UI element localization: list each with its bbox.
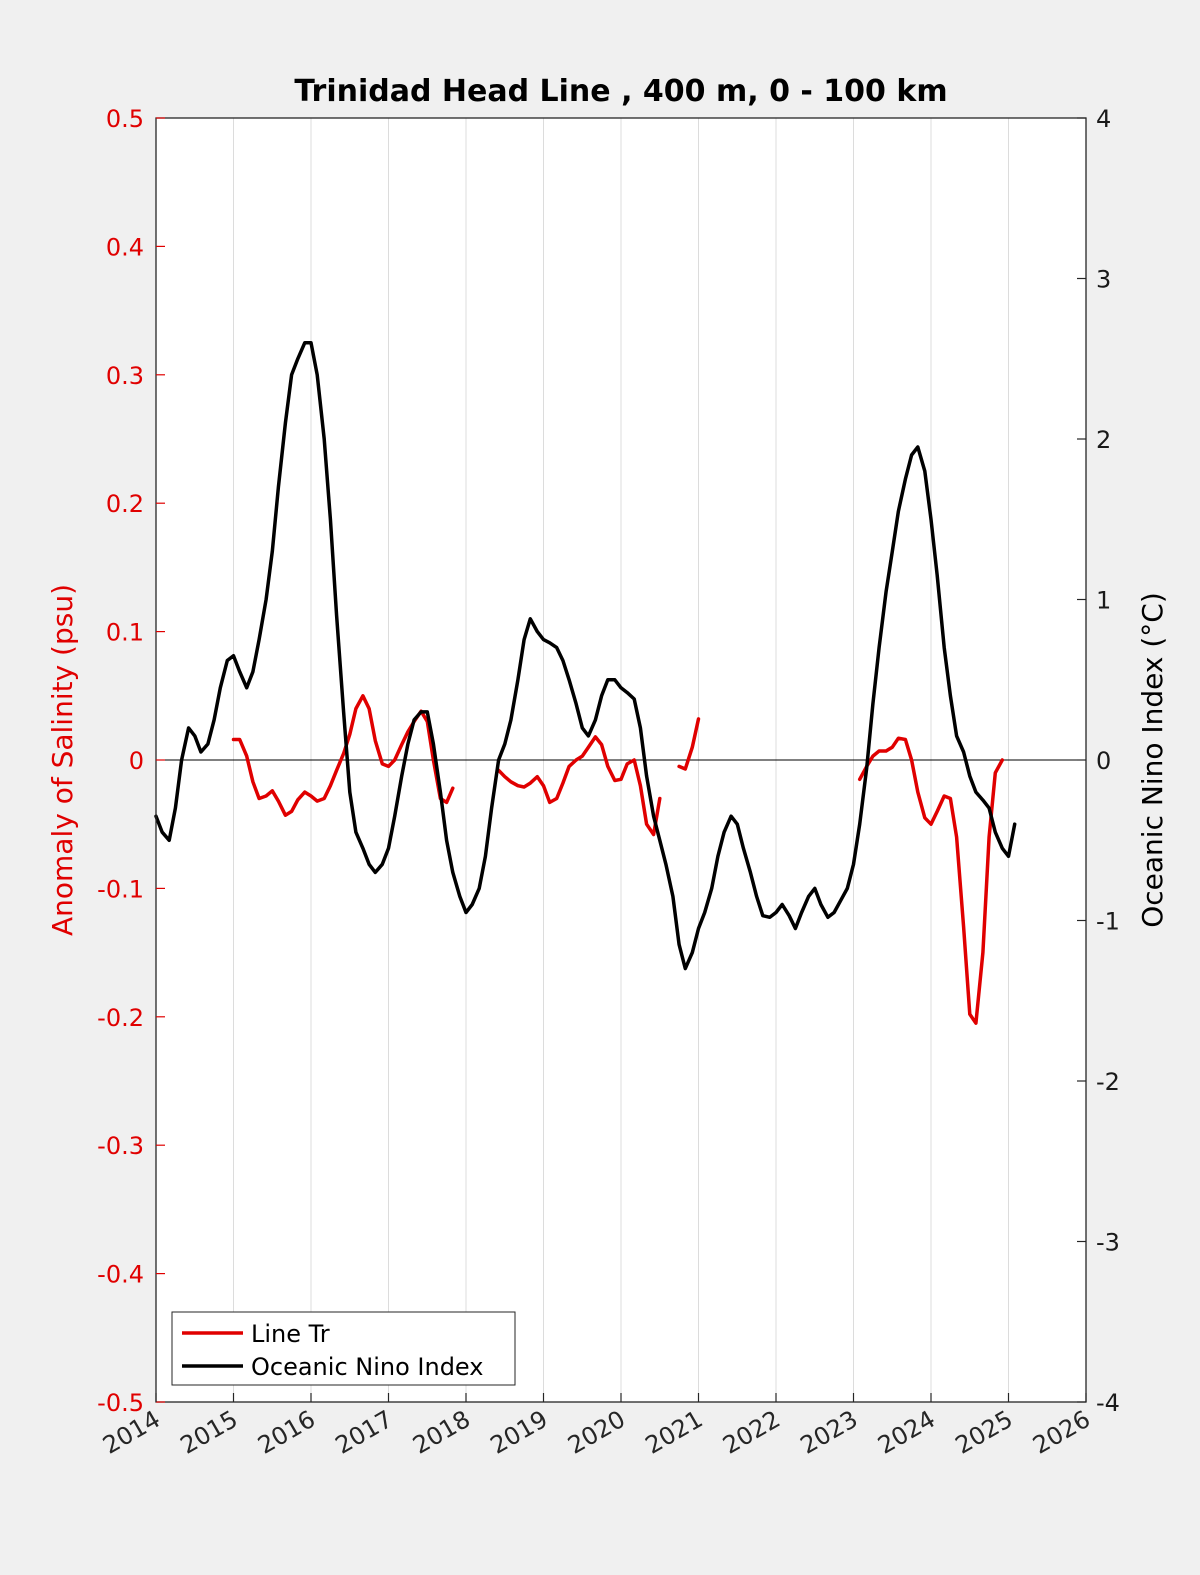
left-tick-label: 0.1 bbox=[106, 619, 144, 647]
left-axis-ticks: 0.5 0.4 0.3 0.2 0.1 0 -0.1 -0.2 -0.3 -0.4 -0.5 bbox=[97, 105, 165, 1417]
series-line-tr bbox=[677, 717, 701, 771]
x-tick-label: 2017 bbox=[331, 1405, 398, 1460]
left-tick-label: 0.3 bbox=[106, 362, 144, 390]
right-tick-label: 0 bbox=[1096, 747, 1111, 775]
legend: Line Tr Oceanic Nino Index bbox=[171, 1311, 516, 1386]
left-tick-label: -0.2 bbox=[97, 1004, 144, 1032]
right-axis-ticks: 4 3 2 1 0 -1 -2 -3 -4 bbox=[1077, 105, 1120, 1417]
series-layer bbox=[154, 340, 1017, 1025]
legend-label-line-tr: Line Tr bbox=[251, 1320, 330, 1348]
chart-title: Trinidad Head Line , 400 m, 0 - 100 km bbox=[294, 74, 947, 109]
right-tick-label: -4 bbox=[1096, 1389, 1120, 1417]
left-tick-label: 0 bbox=[129, 747, 144, 775]
x-tick-label: 2019 bbox=[486, 1405, 553, 1460]
left-axis-label: Anomaly of Salinity (psu) bbox=[46, 584, 79, 936]
series-line-tr bbox=[857, 736, 1005, 1025]
right-tick-label: 4 bbox=[1096, 105, 1111, 133]
x-tick-label: 2018 bbox=[408, 1405, 475, 1460]
x-tick-label: 2024 bbox=[873, 1405, 940, 1460]
x-tick-label: 2015 bbox=[176, 1405, 243, 1460]
right-tick-label: -1 bbox=[1096, 908, 1120, 936]
left-tick-label: -0.3 bbox=[97, 1132, 144, 1160]
x-tick-label: 2023 bbox=[796, 1405, 863, 1460]
legend-box bbox=[171, 1311, 516, 1386]
x-tick-label: 2022 bbox=[718, 1405, 785, 1460]
series-line-tr bbox=[496, 735, 662, 837]
x-tick-label: 2016 bbox=[253, 1405, 320, 1460]
x-axis-ticks: 2014 2015 2016 2017 2018 2019 2020 2021 2022 2023… bbox=[98, 1393, 1095, 1460]
right-tick-label: -2 bbox=[1096, 1068, 1120, 1096]
left-tick-label: -0.5 bbox=[97, 1389, 144, 1417]
x-tick-label: 2025 bbox=[951, 1405, 1018, 1460]
left-tick-label: 0.2 bbox=[106, 490, 144, 518]
left-tick-label: 0.5 bbox=[106, 105, 144, 133]
x-tick-label: 2026 bbox=[1028, 1405, 1095, 1460]
right-tick-label: 3 bbox=[1096, 266, 1111, 294]
right-tick-label: -3 bbox=[1096, 1229, 1120, 1257]
left-tick-label: -0.1 bbox=[97, 875, 144, 903]
legend-label-oni: Oceanic Nino Index bbox=[251, 1353, 483, 1381]
right-axis-label: Oceanic Nino Index (°C) bbox=[1136, 592, 1169, 928]
x-tick-label: 2020 bbox=[563, 1405, 630, 1460]
left-tick-label: -0.4 bbox=[97, 1261, 144, 1289]
right-tick-label: 2 bbox=[1096, 426, 1111, 454]
x-tick-label: 2021 bbox=[641, 1405, 708, 1460]
right-tick-label: 1 bbox=[1096, 587, 1111, 615]
series-oni bbox=[154, 340, 1017, 971]
left-tick-label: 0.4 bbox=[106, 233, 144, 261]
